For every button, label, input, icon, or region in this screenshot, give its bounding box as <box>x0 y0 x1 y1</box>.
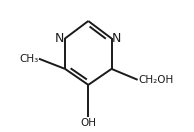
Text: N: N <box>112 32 122 45</box>
Text: OH: OH <box>80 118 96 128</box>
Text: CH₃: CH₃ <box>19 54 38 64</box>
Text: N: N <box>55 32 64 45</box>
Text: CH₂OH: CH₂OH <box>138 75 174 85</box>
